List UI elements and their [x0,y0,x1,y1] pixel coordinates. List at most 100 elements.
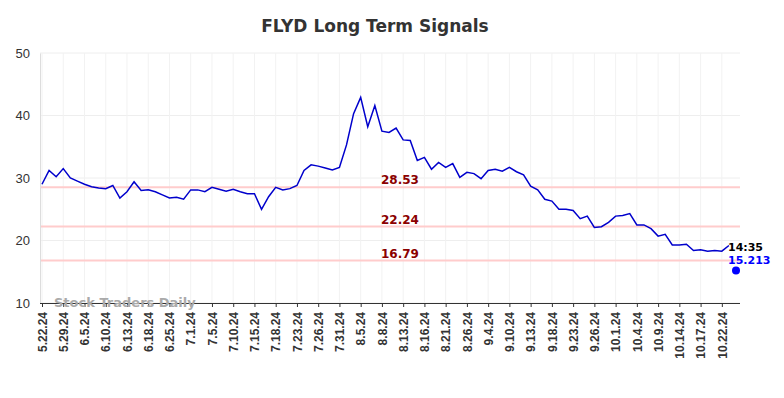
grid-line-x [509,53,510,303]
x-tick-label: 10.14.24 [673,312,687,359]
x-tick: 5.22.24 [36,303,50,352]
grid-line-x [594,53,595,303]
x-tick: 8.8.24 [376,303,390,345]
marks [42,97,740,274]
x-tick: 9.4.24 [482,303,496,345]
x-tick-mark [722,303,723,307]
x-tick-mark [637,303,638,307]
grid-line-x [339,53,340,303]
x-tick-mark [339,303,340,307]
grid-line-x [254,53,255,303]
grid-line-x [360,53,361,303]
x-tick-mark [573,303,574,307]
x-tick-label: 10.1.24 [609,312,623,352]
x-tick: 7.10.24 [227,303,241,352]
x-tick: 10.9.24 [652,303,666,352]
x-tick-mark [488,303,489,307]
y-tick: 30 [16,171,40,186]
x-tick-label: 6.13.24 [121,312,135,352]
x-tick: 7.23.24 [291,303,305,352]
x-tick-label: 9.18.24 [546,312,560,352]
x-tick: 10.17.24 [694,303,708,359]
grid-line-y [40,115,740,116]
x-tick-label: 8.21.24 [439,312,453,352]
grid-line-x [700,53,701,303]
y-tick: 40 [16,108,40,123]
y-tick-label: 20 [16,233,30,248]
x-tick: 7.26.24 [312,303,326,352]
x-tick-mark [276,303,277,307]
y-tick: 10 [16,296,40,311]
x-tick-label: 7.18.24 [269,312,283,352]
grid-line-x [658,53,659,303]
watermark: Stock Traders Daily [54,295,196,310]
x-tick-mark [701,303,702,307]
grid-line-x [233,53,234,303]
x-tick-label: 9.23.24 [567,312,581,352]
grid-line-x [721,53,722,303]
grid-line-x [488,53,489,303]
x-tick-label: 7.26.24 [312,312,326,352]
grid-line-y [40,53,740,54]
title: FLYD Long Term Signals [261,16,488,36]
x-tick: 10.22.24 [716,303,730,359]
grid-line-x [275,53,276,303]
reference-label: 16.79 [381,247,419,261]
x-tick-mark [679,303,680,307]
grid-line-x [63,53,64,303]
x-tick-label: 10.4.24 [631,312,645,352]
x-tick-label: 9.26.24 [588,312,602,352]
y-axis-line [40,54,41,304]
x-tick: 6.18.24 [142,303,156,352]
grid-line-x [148,53,149,303]
reference-label: 22.24 [381,213,419,227]
x-tick: 6.25.24 [163,303,177,352]
x-tick-label: 5.29.24 [57,312,71,352]
x-tick: 9.18.24 [546,303,560,352]
x-tick-mark [42,303,43,307]
x-tick-mark [616,303,617,307]
y-tick: 20 [16,233,40,248]
grid-line-y [40,240,740,241]
x-tick: 8.13.24 [397,303,411,352]
grid-line-x [551,53,552,303]
x-tick-mark [318,303,319,307]
x-tick-label: 10.9.24 [652,312,666,352]
x-tick: 8.26.24 [461,303,475,352]
data-label: 15.213 [728,254,770,267]
grid-line-x [190,53,191,303]
x-tick-label: 8.5.24 [354,312,368,346]
x-tick-mark [467,303,468,307]
x-tick-mark [424,303,425,307]
y-tick: 50 [16,46,40,61]
x-tick: 9.13.24 [524,303,538,352]
x-tick-label: 7.5.24 [206,312,220,346]
x-tick-label: 8.8.24 [376,312,390,346]
x-tick: 10.1.24 [609,303,623,352]
x-tick-label: 6.5.24 [78,312,92,346]
x-tick-mark [212,303,213,307]
last-price-marker [732,266,740,274]
y-tick-label: 40 [16,108,30,123]
grid-line-x [445,53,446,303]
y-axis: 10 20 30 40 50 [16,46,41,311]
x-tick-label: 9.4.24 [482,312,496,346]
x-tick-mark [233,303,234,307]
x-tick: 7.18.24 [269,303,283,352]
x-tick-label: 7.1.24 [184,312,198,346]
x-tick-label: 8.16.24 [418,312,432,352]
price-line [42,97,729,251]
x-tick-mark [531,303,532,307]
x-tick-label: 10.17.24 [694,312,708,359]
grid-line-x [211,53,212,303]
grid-line-x [42,53,43,303]
x-tick: 8.16.24 [418,303,432,352]
chart: FLYD Long Term Signals 28.53 22.24 16.79 10 2… [0,0,784,398]
x-tick-mark [382,303,383,307]
grid-line-x [169,53,170,303]
time-label: 14:35 [728,241,763,254]
reference-label: 28.53 [381,173,419,187]
grid-line-x [105,53,106,303]
x-tick-label: 9.13.24 [524,312,538,352]
y-tick-label: 30 [16,171,30,186]
